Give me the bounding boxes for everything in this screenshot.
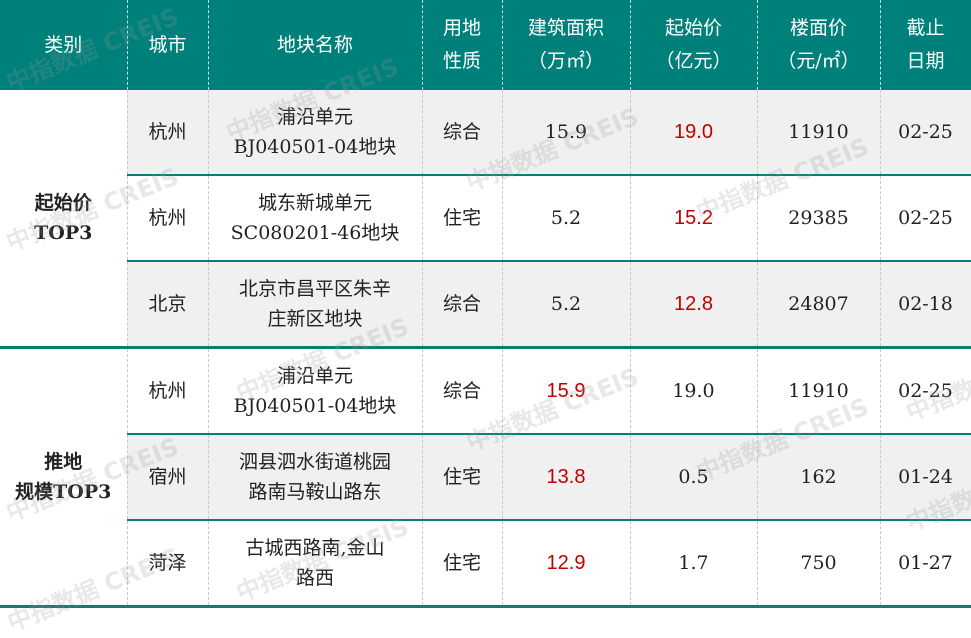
deadline-cell: 02-18 (880, 261, 971, 349)
city-cell: 杭州 (127, 175, 209, 262)
plot-name-cell: 城东新城单元 SC080201-46地块 (208, 175, 423, 262)
plot-name-cell: 泗县泗水街道桃园 路南马鞍山路东 (208, 434, 423, 521)
header-land-use: 用地性质 (422, 0, 503, 90)
unit-price-cell: 29385 (757, 175, 881, 262)
land-use-cell: 住宅 (422, 520, 503, 608)
deadline-cell: 01-27 (880, 520, 971, 608)
header-start-price: 起始价（亿元） (630, 0, 758, 90)
land-use-cell: 综合 (422, 261, 503, 349)
deadline-cell: 02-25 (880, 90, 971, 176)
area-cell: 5.2 (502, 175, 631, 262)
land-ranking-table: 类别 城市 地块名称 用地性质 建筑面积 （万㎡） 起始价（亿元） 楼面价（元/㎡… (0, 0, 971, 608)
unit-price-cell: 11910 (757, 347, 881, 435)
category-cell: 起始价 TOP3 (0, 90, 128, 349)
area-cell: 15.9 (502, 347, 631, 435)
plot-name-cell: 浦沿单元 BJ040501-04地块 (208, 347, 423, 435)
header-area: 建筑面积 （万㎡） (502, 0, 631, 90)
area-cell: 12.9 (502, 520, 631, 608)
table-row: 杭州 城东新城单元 SC080201-46地块 住宅 5.2 15.2 29385 02-25 (0, 175, 971, 262)
start-price-cell: 0.5 (630, 434, 758, 521)
header-unit-price: 楼面价（元/㎡） (757, 0, 881, 90)
land-use-cell: 综合 (422, 347, 503, 435)
city-cell: 北京 (127, 261, 209, 349)
table-row: 宿州 泗县泗水街道桃园 路南马鞍山路东 住宅 13.8 0.5 162 01-24 (0, 434, 971, 521)
table-row: 菏泽 古城西路南,金山 路西 住宅 12.9 1.7 750 01-27 (0, 520, 971, 608)
unit-price-cell: 11910 (757, 90, 881, 176)
plot-name-cell: 古城西路南,金山 路西 (208, 520, 423, 608)
land-use-cell: 住宅 (422, 434, 503, 521)
city-cell: 宿州 (127, 434, 209, 521)
city-cell: 杭州 (127, 347, 209, 435)
area-cell: 15.9 (502, 90, 631, 176)
start-price-cell: 19.0 (630, 90, 758, 176)
header-city: 城市 (127, 0, 209, 90)
deadline-cell: 01-24 (880, 434, 971, 521)
deadline-cell: 02-25 (880, 175, 971, 262)
category-cell: 推地 规模TOP3 (0, 347, 128, 608)
header-category: 类别 (0, 0, 128, 90)
unit-price-cell: 24807 (757, 261, 881, 349)
plot-name-cell: 北京市昌平区朱辛 庄新区地块 (208, 261, 423, 349)
table-row: 推地 规模TOP3 杭州 浦沿单元 BJ040501-04地块 综合 15.9 19.0 119… (0, 347, 971, 608)
city-cell: 杭州 (127, 90, 209, 176)
deadline-cell: 02-25 (880, 347, 971, 435)
area-cell: 5.2 (502, 261, 631, 349)
start-price-cell: 15.2 (630, 175, 758, 262)
header-plot-name: 地块名称 (208, 0, 423, 90)
unit-price-cell: 750 (757, 520, 881, 608)
unit-price-cell: 162 (757, 434, 881, 521)
land-use-cell: 住宅 (422, 175, 503, 262)
table-row: 北京 北京市昌平区朱辛 庄新区地块 综合 5.2 12.8 24807 02-18 (0, 261, 971, 349)
start-price-cell: 12.8 (630, 261, 758, 349)
header-deadline: 截止日期 (880, 0, 971, 90)
plot-name-cell: 浦沿单元 BJ040501-04地块 (208, 90, 423, 176)
land-use-cell: 综合 (422, 90, 503, 176)
table-row: 起始价 TOP3 杭州 浦沿单元 BJ040501-04地块 综合 15.9 19.0 1191… (0, 90, 971, 349)
start-price-cell: 1.7 (630, 520, 758, 608)
header-row: 类别 城市 地块名称 用地性质 建筑面积 （万㎡） 起始价（亿元） 楼面价（元/㎡… (0, 0, 971, 90)
area-cell: 13.8 (502, 434, 631, 521)
start-price-cell: 19.0 (630, 347, 758, 435)
city-cell: 菏泽 (127, 520, 209, 608)
